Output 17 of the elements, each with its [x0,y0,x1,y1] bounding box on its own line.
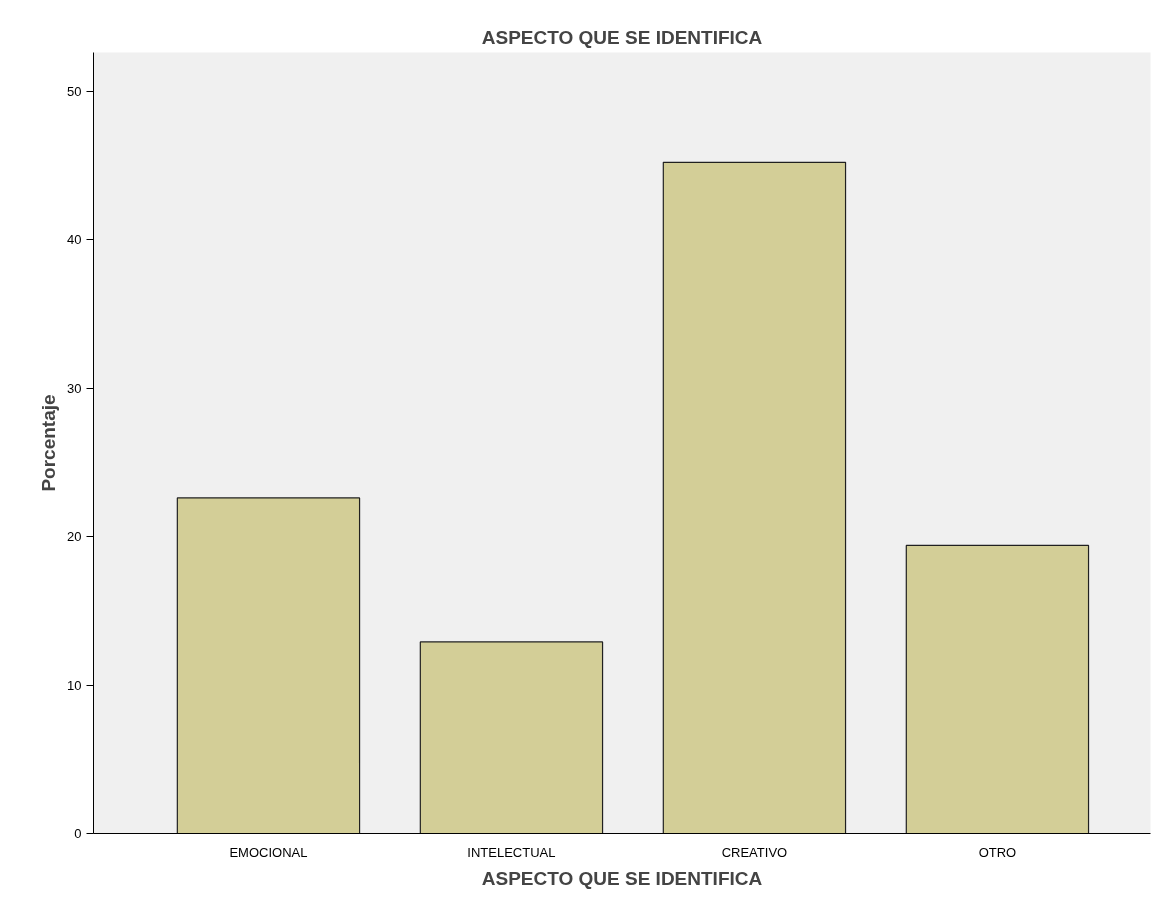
bar [905,544,1090,834]
y-tick-label: 10 [67,677,82,693]
x-tick-label: INTELECTUAL [467,844,556,860]
bar [662,161,847,834]
chart-title: ASPECTO QUE SE IDENTIFICA [481,26,763,48]
x-tick-label: OTRO [978,844,1017,860]
y-tick-label: 50 [67,83,82,99]
x-tick-label: CREATIVO [721,844,788,860]
bar [176,497,361,834]
y-tick-label: 0 [74,826,82,841]
y-axis-title: Porcentaje [38,394,60,492]
y-tick-label: 40 [67,232,82,248]
x-tick-label: EMOCIONAL [229,844,308,860]
y-tick-label: 30 [67,380,82,396]
x-axis-title: ASPECTO QUE SE IDENTIFICA [481,867,763,889]
bar [419,641,604,834]
y-tick-label: 20 [67,529,82,545]
